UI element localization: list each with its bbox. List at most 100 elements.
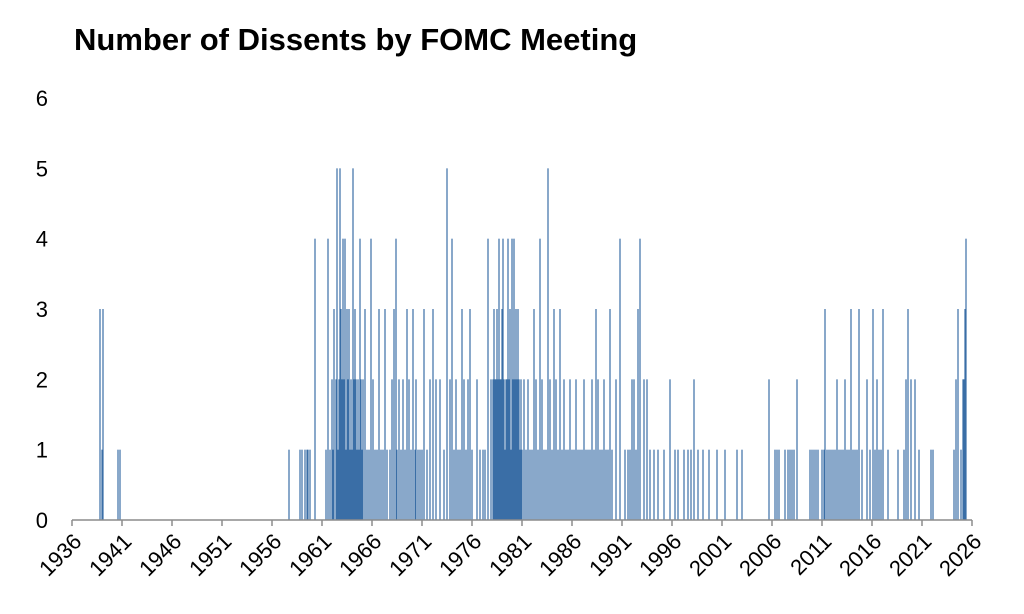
bar [393, 309, 395, 520]
bar [391, 379, 393, 520]
bar [611, 449, 613, 520]
bar [836, 379, 838, 520]
bar [690, 449, 692, 520]
bar [493, 309, 495, 520]
bar [463, 379, 465, 520]
bar [327, 238, 329, 521]
bar [832, 449, 834, 520]
bar [519, 449, 521, 520]
bar [627, 449, 629, 520]
x-tick-label: 1961 [284, 529, 336, 581]
bar [510, 449, 512, 520]
bar [639, 238, 641, 521]
bar [589, 449, 591, 520]
bar [494, 379, 496, 520]
bar [677, 449, 679, 520]
bar [838, 449, 840, 520]
bar [533, 309, 535, 520]
bar [579, 449, 581, 520]
bar [389, 449, 391, 520]
x-tick-label: 1941 [84, 529, 136, 581]
bar [555, 379, 557, 520]
bar [887, 449, 889, 520]
bar [119, 449, 121, 520]
y-tick-label: 3 [36, 297, 48, 322]
bar [962, 379, 964, 520]
bar [492, 379, 494, 520]
bar [395, 238, 397, 521]
bar [809, 449, 811, 520]
bar [539, 238, 541, 521]
bar [557, 449, 559, 520]
bar [635, 449, 637, 520]
bar [360, 379, 362, 520]
bar [543, 449, 545, 520]
y-axis-tick-labels: 0 1 2 3 4 5 6 [36, 86, 48, 533]
bar [910, 379, 912, 520]
bar [824, 309, 826, 520]
bar [907, 309, 909, 520]
bar [366, 449, 368, 520]
bar [511, 238, 513, 521]
bar [784, 449, 786, 520]
bar [601, 449, 603, 520]
bar [702, 449, 704, 520]
x-tick-label: 2026 [934, 529, 986, 581]
bar [347, 379, 349, 520]
bar [410, 449, 412, 520]
bar [768, 379, 770, 520]
bar [508, 379, 510, 520]
bar [591, 379, 593, 520]
bar [406, 309, 408, 520]
x-tick-label: 1991 [584, 529, 636, 581]
bar [619, 238, 621, 521]
bar [396, 449, 398, 520]
x-tick-label: 1951 [184, 529, 236, 581]
bar [629, 449, 631, 520]
bar [451, 238, 453, 521]
y-tick-label: 6 [36, 86, 48, 111]
bar [336, 168, 338, 520]
bar [595, 309, 597, 520]
bar [856, 449, 858, 520]
bar [515, 309, 517, 520]
bar [559, 309, 561, 520]
bar [527, 379, 529, 520]
bar [930, 449, 932, 520]
bar [356, 449, 358, 520]
bar [914, 379, 916, 520]
bar [471, 449, 473, 520]
bar [482, 449, 484, 520]
bar [603, 379, 605, 520]
x-tick-label: 1971 [384, 529, 436, 581]
bar [465, 449, 467, 520]
bar [643, 379, 645, 520]
bar [858, 309, 860, 520]
bars-layer [99, 168, 967, 521]
bar [101, 449, 103, 520]
bar [787, 449, 789, 520]
bar [587, 449, 589, 520]
bar [339, 168, 341, 520]
bar [376, 449, 378, 520]
bar [457, 449, 459, 520]
chart-title: Number of Dissents by FOMC Meeting [74, 22, 638, 57]
bar [842, 449, 844, 520]
bar [551, 449, 553, 520]
bar [469, 309, 471, 520]
bar [419, 449, 421, 520]
bar [304, 449, 306, 520]
bar [531, 449, 533, 520]
x-tick-label: 1956 [234, 529, 286, 581]
bar [653, 449, 655, 520]
bar [789, 449, 791, 520]
bar [683, 449, 685, 520]
bar [577, 449, 579, 520]
bar [874, 449, 876, 520]
bar [955, 379, 957, 520]
bar [333, 309, 335, 520]
x-tick-label: 1996 [634, 529, 686, 581]
bar [412, 309, 414, 520]
bar [346, 309, 348, 520]
bar [547, 168, 549, 520]
